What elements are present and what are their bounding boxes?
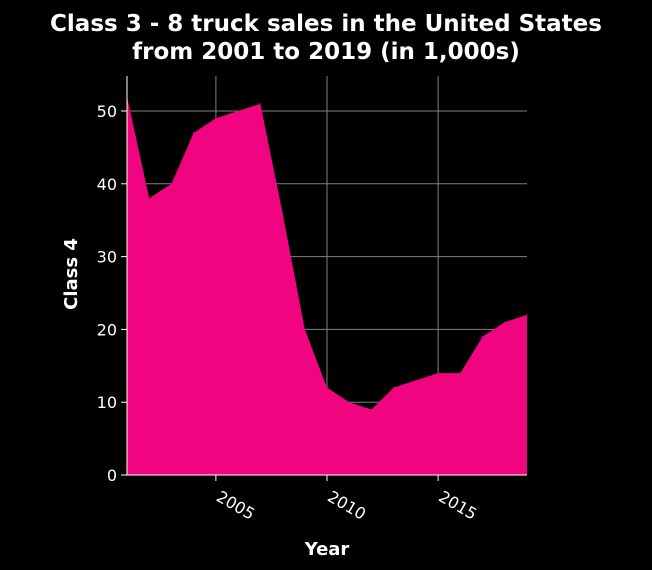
data-point-2008 xyxy=(281,212,284,214)
data-point-2015 xyxy=(437,372,439,374)
data-point-2005 xyxy=(215,117,217,119)
y-tick-label-0: 0 xyxy=(107,466,117,485)
chart-title-line-1: Class 3 - 8 truck sales in the United St… xyxy=(50,11,602,37)
data-point-2009 xyxy=(304,328,306,330)
data-point-2012 xyxy=(370,408,373,411)
y-tick-label-20: 20 xyxy=(97,320,117,339)
data-point-2011 xyxy=(348,401,350,403)
x-axis-label: Year xyxy=(304,539,350,560)
chart-title-line-2: from 2001 to 2019 (in 1,000s) xyxy=(132,39,520,65)
area-series-0 xyxy=(127,96,527,475)
y-tick-label-50: 50 xyxy=(97,102,117,121)
data-point-2013 xyxy=(393,387,395,389)
data-point-2004 xyxy=(193,132,195,134)
y-tick-label-40: 40 xyxy=(97,175,117,194)
data-point-2014 xyxy=(415,379,417,381)
data-point-2002 xyxy=(148,197,150,199)
data-point-2010 xyxy=(326,387,328,389)
y-tick-label-10: 10 xyxy=(97,393,117,412)
y-tick-label-30: 30 xyxy=(97,248,117,267)
data-point-2017 xyxy=(481,336,484,338)
data-point-2003 xyxy=(170,183,173,185)
data-point-2016 xyxy=(459,372,461,374)
y-axis-label: Class 4 xyxy=(61,238,82,310)
data-point-2007 xyxy=(259,103,261,105)
data-point-2019 xyxy=(526,314,528,316)
data-point-2018 xyxy=(504,321,506,323)
data-point-2006 xyxy=(237,110,239,112)
